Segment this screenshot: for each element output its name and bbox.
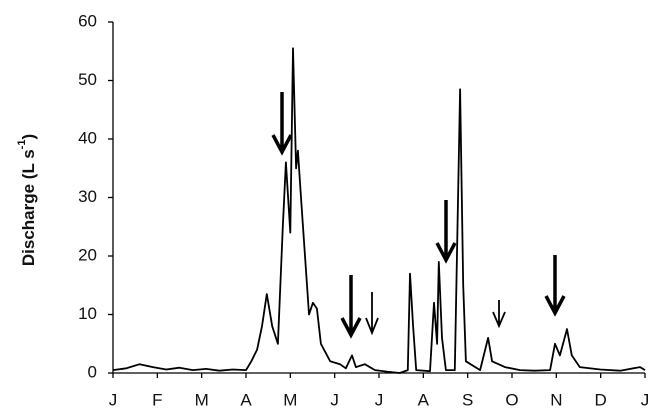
y-tick-label: 30 [78,187,97,206]
y-label-end: ) [19,134,38,140]
x-tick-label: J [330,390,339,409]
y-tick-label: 0 [88,362,97,381]
y-label-superscript: -1 [16,140,28,150]
y-tick-label: 40 [78,128,97,147]
x-tick-label: A [418,390,430,409]
series-line [112,47,646,374]
y-tick-label: 20 [78,245,97,264]
x-tick-label: M [195,390,209,409]
arrow [365,292,379,336]
x-tick-label: F [152,390,162,409]
y-axis-label: Discharge (L s-1) [16,134,39,266]
y-tick-label: 50 [78,70,97,89]
x-tick-label: J [375,390,384,409]
x-tick-label: J [641,390,650,409]
arrow [435,200,457,264]
x-tick-label: M [283,390,297,409]
x-tick-label: N [550,390,562,409]
arrows [271,92,566,339]
y-label-text: Discharge (L s [19,149,38,266]
x-tick-label: S [462,390,473,409]
y-tick-label: 10 [78,304,97,323]
arrow [492,300,506,329]
x-tick-label: D [595,390,607,409]
x-tick-label: A [240,390,252,409]
x-tick-label: O [505,390,518,409]
y-tick-label: 60 [78,11,97,30]
x-tick-label: J [109,390,118,409]
arrow [544,255,566,317]
arrow [271,92,293,156]
arrow [340,275,362,339]
